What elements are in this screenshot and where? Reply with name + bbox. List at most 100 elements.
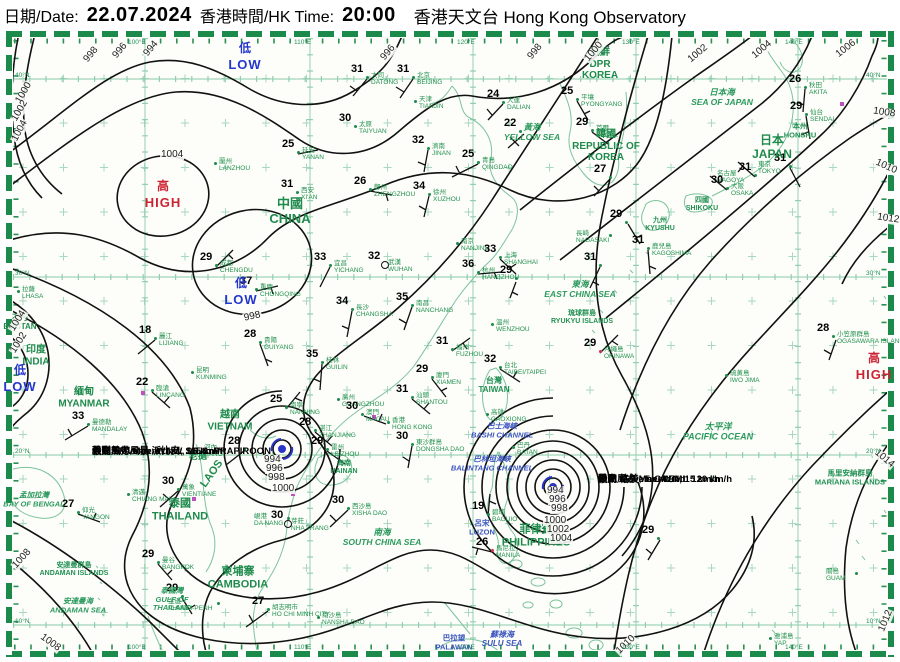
station-temp: 27 xyxy=(594,163,607,175)
place-label: 緬甸 MYANMAR xyxy=(58,386,110,410)
isobar-label: 1004 xyxy=(160,149,185,160)
typhoon-name: 強烈熱帶風暴 派比安, S.T.S. PRAPIROON xyxy=(92,446,271,457)
station-name: 名古屋 NAGOYA xyxy=(717,170,745,184)
station-dot xyxy=(491,549,494,552)
station-name: 雅浦島 YAP xyxy=(774,633,794,647)
station-name: 湛江 ZHANJIANG xyxy=(319,425,356,439)
station-dot xyxy=(499,256,502,259)
station-dot xyxy=(361,413,364,416)
station-temp: 30 xyxy=(396,430,409,442)
station-dot xyxy=(267,608,270,611)
place-label: 呂宋 LUZON xyxy=(469,518,495,536)
station-dot xyxy=(832,335,835,338)
station-name: 西安 XI'AN xyxy=(301,187,318,201)
station-temp: 33 xyxy=(314,251,327,263)
station-name: 青島 QINGDAO xyxy=(482,157,513,171)
station-temp: 25 xyxy=(462,148,475,160)
ring-pressure-label: 998 xyxy=(267,472,286,483)
station-name: 萬象 VIENTIANE xyxy=(182,484,217,498)
place-label: 印度 INDIA xyxy=(22,344,50,368)
station-temp: 31 xyxy=(436,335,449,347)
station-dot xyxy=(414,100,417,103)
graticule xyxy=(13,38,887,650)
ring-pressure-label: 1002 xyxy=(546,524,571,535)
ring-pressure-label: 994 xyxy=(263,454,282,465)
latitude-label: 30°N xyxy=(15,270,30,277)
station-dot xyxy=(411,396,414,399)
station-temp: 30 xyxy=(271,509,284,521)
station-dot xyxy=(754,174,757,177)
station-name: 關島 GUAM xyxy=(826,568,846,582)
station-dot xyxy=(77,511,80,514)
station-name: 東沙群島 DONGSHA DAO xyxy=(416,439,465,453)
station-temp: 29 xyxy=(166,582,179,594)
station-name: 芽莊 NHA TRANG xyxy=(291,518,329,532)
station-name: 碧瑤 BAGUIO xyxy=(492,509,518,523)
station-name: 大阪 OSAKA xyxy=(731,183,754,197)
station-dot xyxy=(387,421,390,424)
typhoon-movement: 移動 Movement: NW, 16 km/h xyxy=(92,446,223,457)
station-dot xyxy=(789,165,792,168)
station-dot xyxy=(486,413,489,416)
longitude-label: 110°E xyxy=(294,644,312,651)
longitude-label: 100°E xyxy=(128,644,146,651)
station-dot xyxy=(366,76,369,79)
longitude-label: 140°E xyxy=(785,39,803,46)
station-name: 北京 BEIJING xyxy=(417,72,443,86)
station-name: 仙台 SENDAI xyxy=(810,109,835,123)
station-temp: 22 xyxy=(504,117,517,129)
station-calm-circle xyxy=(284,520,292,528)
station-temp: 31 xyxy=(774,152,787,164)
isobar-label: 1012 xyxy=(875,211,900,226)
station-name: 徐州 XUZHOU xyxy=(433,189,461,203)
station-name: 胡志明市 HO CHI MINH CITY xyxy=(272,604,330,618)
station-dot xyxy=(337,398,340,401)
station-name: 首爾 SEOUL xyxy=(596,125,619,139)
station-name: 重慶 CHONGQING xyxy=(260,284,301,298)
high-pressure-center: 高 HIGH xyxy=(855,351,893,382)
coastlines xyxy=(13,38,887,650)
station-name: 桂林 GUILIN xyxy=(326,357,348,371)
place-label: 琉球群島 RYUKYU ISLANDS xyxy=(551,309,613,325)
longitude-label: 120°E xyxy=(457,39,475,46)
station-name: 杭州 HANGZHOU xyxy=(482,267,520,281)
station-calm-circle xyxy=(381,261,389,269)
station-name: 河內 HANOI xyxy=(204,444,225,458)
longitude-label: 140°E xyxy=(785,644,803,651)
station-temp: 34 xyxy=(336,295,349,307)
latitude-label: 10°N xyxy=(866,618,881,625)
place-label: 日本 JAPAN xyxy=(752,133,792,161)
station-temp: 26 xyxy=(476,536,489,548)
latitude-label: 40°N xyxy=(15,72,30,79)
station-dot xyxy=(487,513,490,516)
station-temp: 29 xyxy=(500,264,513,276)
ring-pressure-label: 998 xyxy=(550,503,569,514)
station-temp: 29 xyxy=(584,337,597,349)
high-pressure-center: 高 HIGH xyxy=(144,179,182,210)
station-temp: 18 xyxy=(139,324,152,336)
station-dot xyxy=(477,161,480,164)
station-name: 沖繩島 OKINAWA xyxy=(604,346,635,360)
station-name: 台北 TAIBEI/TAIPEI xyxy=(504,362,547,376)
station-name: 廈門 XIAMEN xyxy=(436,372,461,386)
station-dot xyxy=(726,187,729,190)
place-label: 老撾 xyxy=(188,450,208,461)
station-temp: 29 xyxy=(790,100,803,112)
station-dot xyxy=(326,448,329,451)
station-dot xyxy=(804,86,807,89)
place-label: 馬里安納群島 MARIANA ISLANDS xyxy=(814,468,886,486)
place-label: 九州 KYUSHU xyxy=(645,216,675,232)
latitude-label: 30°N xyxy=(866,270,881,277)
station-temp: 29 xyxy=(576,116,589,128)
station-temp: 30 xyxy=(162,475,175,487)
station-temp: 31 xyxy=(351,63,364,75)
place-label: 巴拉望 PALAWAN xyxy=(435,633,473,651)
latitude-label: 20°N xyxy=(866,448,881,455)
typhoon-max-wind: 最高風力 Max. Wind: 120 km/h xyxy=(598,474,732,485)
station-name: 蘭州 LANZHOU xyxy=(219,158,251,172)
station-dot xyxy=(354,125,357,128)
station-temp: 28 xyxy=(228,435,241,447)
station-name: 長沙 CHANGSHA xyxy=(356,304,393,318)
